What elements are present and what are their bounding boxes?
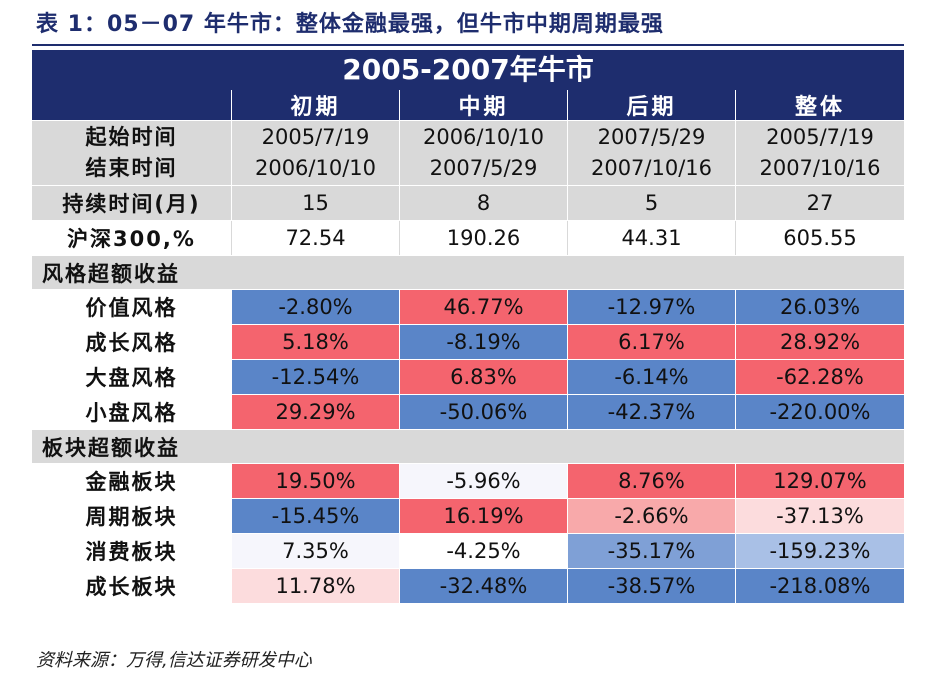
- header-middle: 中期: [400, 90, 568, 120]
- value-cell: -37.13%: [736, 499, 904, 533]
- dates-row: 起始时间 结束时间 2005/7/19 2006/10/10 2006/10/1…: [32, 121, 904, 186]
- header-early: 初期: [232, 90, 400, 120]
- dates-early: 2005/7/19 2006/10/10: [232, 121, 400, 185]
- sector-row-finance: 金融板块 19.50% -5.96% 8.76% 129.07%: [32, 464, 904, 499]
- value-cell: 6.17%: [568, 325, 736, 359]
- value-cell: 11.78%: [232, 569, 400, 603]
- header-late: 后期: [568, 90, 736, 120]
- start-date: 2005/7/19: [261, 125, 370, 149]
- value-cell: 46.77%: [400, 290, 568, 324]
- hs300-value: 72.54: [232, 221, 400, 255]
- duration-label: 持续时间(月): [32, 186, 232, 220]
- row-label: 周期板块: [32, 499, 232, 533]
- sector-row-consumer: 消费板块 7.35% -4.25% -35.17% -159.23%: [32, 534, 904, 569]
- duration-value: 27: [806, 191, 834, 215]
- value-cell: -159.23%: [736, 534, 904, 568]
- value-cell: 26.03%: [736, 290, 904, 324]
- sector-section-header: 板块超额收益: [32, 430, 904, 464]
- start-label: 起始时间: [85, 125, 178, 149]
- caption-divider: [32, 44, 904, 46]
- table-caption: 表 1：05－07 年牛市：整体金融最强，但牛市中期周期最强: [36, 12, 664, 37]
- header-row: 初期 中期 后期 整体: [32, 90, 904, 121]
- hs300-label: 沪深300,%: [32, 221, 232, 255]
- bull-market-table: 2005-2007年牛市 初期 中期 后期 整体 起始时间 结束时间 2005/…: [32, 50, 904, 604]
- start-date: 2007/5/29: [597, 125, 706, 149]
- value-cell: -2.80%: [232, 290, 400, 324]
- value-cell: -220.00%: [736, 395, 904, 429]
- dates-label: 起始时间 结束时间: [32, 121, 232, 185]
- hs300-row: 沪深300,% 72.54 190.26 44.31 605.55: [32, 221, 904, 256]
- value-cell: 6.83%: [400, 360, 568, 394]
- value-cell: 7.35%: [232, 534, 400, 568]
- row-label: 大盘风格: [32, 360, 232, 394]
- style-section-header: 风格超额收益: [32, 256, 904, 290]
- style-row-growth: 成长风格 5.18% -8.19% 6.17% 28.92%: [32, 325, 904, 360]
- value-cell: 129.07%: [736, 464, 904, 498]
- end-date: 2007/10/16: [759, 156, 881, 180]
- sector-row-cyclical: 周期板块 -15.45% 16.19% -2.66% -37.13%: [32, 499, 904, 534]
- style-row-large-cap: 大盘风格 -12.54% 6.83% -6.14% -62.28%: [32, 360, 904, 395]
- row-label: 价值风格: [32, 290, 232, 324]
- value-cell: -2.66%: [568, 499, 736, 533]
- value-cell: -42.37%: [568, 395, 736, 429]
- row-label: 成长风格: [32, 325, 232, 359]
- value-cell: 16.19%: [400, 499, 568, 533]
- row-label: 成长板块: [32, 569, 232, 603]
- duration-value: 15: [232, 186, 400, 220]
- value-cell: -32.48%: [400, 569, 568, 603]
- start-date: 2006/10/10: [422, 125, 545, 149]
- source-note: 资料来源：万得,信达证券研发中心: [36, 650, 312, 671]
- header-overall: 整体: [794, 95, 845, 120]
- end-label: 结束时间: [85, 156, 178, 180]
- dates-overall: 2005/7/19 2007/10/16: [736, 121, 904, 185]
- value-cell: -6.14%: [568, 360, 736, 394]
- row-label: 消费板块: [32, 534, 232, 568]
- value-cell: -12.97%: [568, 290, 736, 324]
- style-row-value: 价值风格 -2.80% 46.77% -12.97% 26.03%: [32, 290, 904, 325]
- value-cell: -35.17%: [568, 534, 736, 568]
- value-cell: -4.25%: [400, 534, 568, 568]
- row-label: 金融板块: [32, 464, 232, 498]
- start-date: 2005/7/19: [766, 125, 874, 149]
- style-row-small-cap: 小盘风格 29.29% -50.06% -42.37% -220.00%: [32, 395, 904, 430]
- value-cell: -62.28%: [736, 360, 904, 394]
- value-cell: 29.29%: [232, 395, 400, 429]
- value-cell: -218.08%: [736, 569, 904, 603]
- value-cell: 8.76%: [568, 464, 736, 498]
- sector-row-growth: 成长板块 11.78% -32.48% -38.57% -218.08%: [32, 569, 904, 604]
- value-cell: -50.06%: [400, 395, 568, 429]
- header-corner: [32, 90, 232, 120]
- value-cell: 19.50%: [232, 464, 400, 498]
- value-cell: 28.92%: [736, 325, 904, 359]
- value-cell: -8.19%: [400, 325, 568, 359]
- hs300-value: 44.31: [568, 221, 736, 255]
- duration-row: 持续时间(月) 15 8 5 27: [32, 186, 904, 221]
- value-cell: -5.96%: [400, 464, 568, 498]
- dates-middle: 2006/10/10 2007/5/29: [400, 121, 568, 185]
- value-cell: -38.57%: [568, 569, 736, 603]
- hs300-value: 605.55: [736, 221, 904, 255]
- value-cell: -15.45%: [232, 499, 400, 533]
- end-date: 2006/10/10: [254, 156, 377, 180]
- value-cell: 5.18%: [232, 325, 400, 359]
- value-cell: -12.54%: [232, 360, 400, 394]
- hs300-value: 190.26: [400, 221, 568, 255]
- table-title: 2005-2007年牛市: [32, 50, 904, 90]
- end-date: 2007/5/29: [429, 156, 538, 180]
- row-label: 小盘风格: [32, 395, 232, 429]
- duration-value: 8: [400, 186, 568, 220]
- end-date: 2007/10/16: [590, 156, 713, 180]
- duration-value: 5: [568, 186, 736, 220]
- dates-late: 2007/5/29 2007/10/16: [568, 121, 736, 185]
